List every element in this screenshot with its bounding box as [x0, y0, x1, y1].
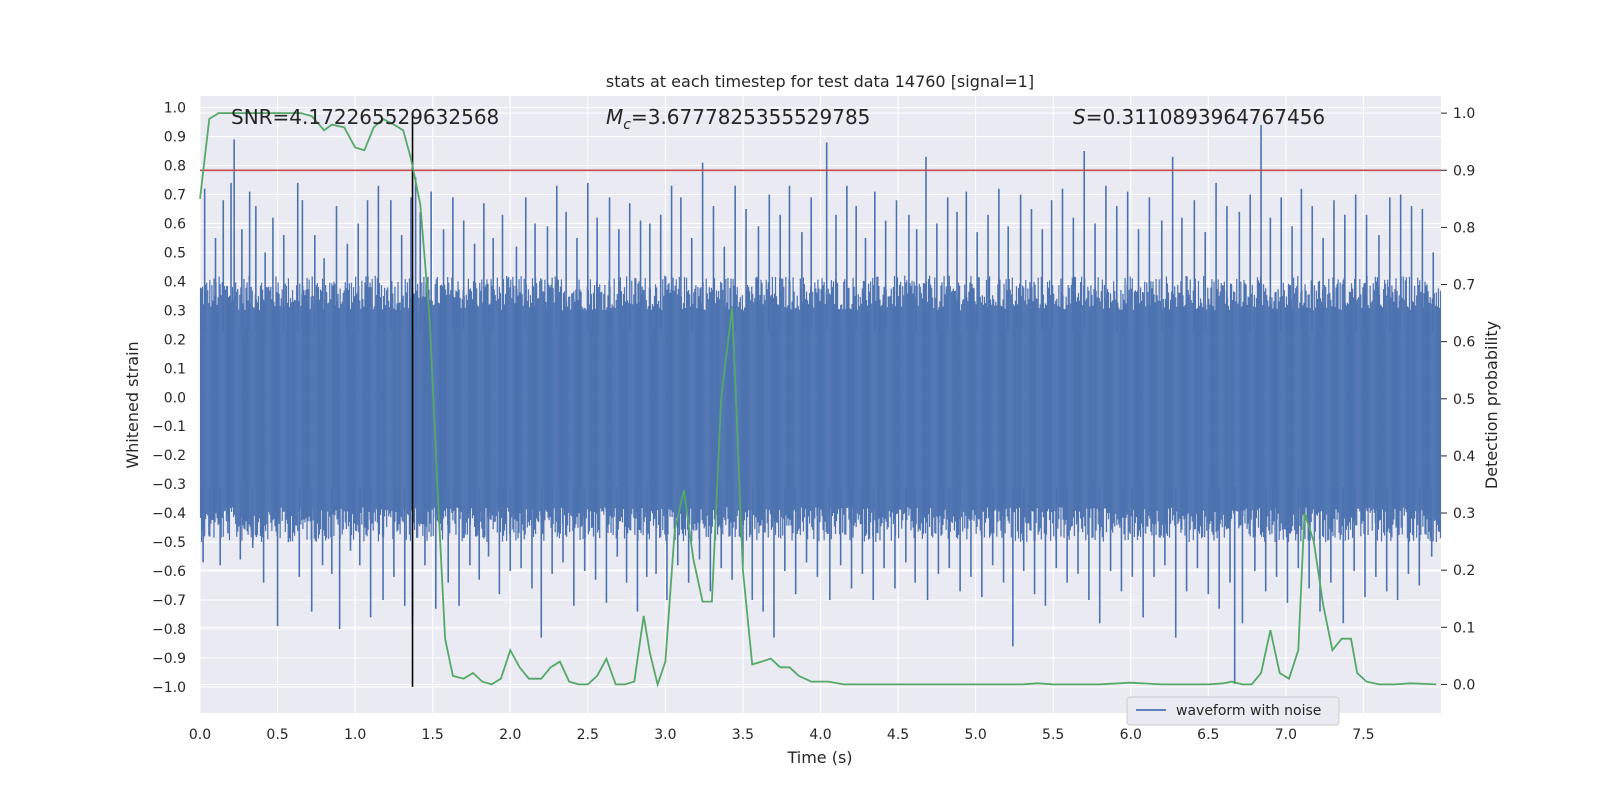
y2-tick-label: 0.5	[1453, 392, 1475, 408]
x-tick-label: 3.0	[654, 727, 676, 743]
x-tick-label: 7.0	[1275, 727, 1297, 743]
chirp-mass-annotation: Mc=3.6777825355529785	[606, 105, 870, 133]
legend-label: waveform with noise	[1176, 703, 1321, 719]
s-value: =0.3110893964767456	[1086, 105, 1325, 129]
x-tick-label: 3.5	[732, 727, 754, 743]
y-tick-label: 0.0	[164, 390, 186, 406]
y-tick-label: −0.9	[152, 651, 186, 667]
y-tick-label: −0.3	[152, 477, 186, 493]
y-tick-label: 0.4	[164, 274, 186, 290]
y2-tick-label: 0.7	[1453, 278, 1475, 294]
y2-tick-label: 0.8	[1453, 220, 1475, 236]
y-tick-label: −0.1	[152, 419, 186, 435]
y2-tick-label: 0.3	[1453, 506, 1475, 522]
y-tick-label: 0.3	[164, 303, 186, 319]
x-tick-labels: 0.0 0.5 1.0 1.5 2.0 2.5 3.0 3.5 4.0 4.5 5.0 5.5 6.0 6…	[189, 727, 1375, 743]
x-tick-label: 4.5	[887, 727, 909, 743]
y2-tick-label: 0.9	[1453, 163, 1475, 179]
y-tick-label: 0.5	[164, 245, 186, 261]
y2-axis-label: Detection probability	[1482, 321, 1501, 489]
y-tick-label: −0.2	[152, 448, 186, 464]
chirp-mass-symbol: M	[606, 105, 623, 129]
x-axis-label: Time (s)	[786, 748, 852, 767]
y-tick-label: 0.2	[164, 332, 186, 348]
y-tick-label: −0.7	[152, 593, 186, 609]
x-tick-label: 0.5	[266, 727, 288, 743]
y-tick-label: −0.6	[152, 564, 186, 580]
y2-tick-label: 0.4	[1453, 449, 1475, 465]
s-annotation: S=0.3110893964767456	[1073, 105, 1325, 129]
y-tick-label: 0.7	[164, 187, 186, 203]
y-tick-label: 0.9	[164, 130, 186, 146]
x-tick-label: 0.0	[189, 727, 211, 743]
y-tick-label: −0.5	[152, 535, 186, 551]
s-symbol: S	[1073, 105, 1086, 129]
x-tick-label: 1.0	[344, 727, 366, 743]
y-tick-label: −0.8	[152, 622, 186, 638]
x-tick-label: 2.0	[499, 727, 521, 743]
y2-tick-label: 0.0	[1453, 677, 1475, 693]
chirp-mass-value: =3.6777825355529785	[631, 105, 870, 129]
y2-tick-label: 1.0	[1453, 106, 1475, 122]
y-tick-labels: 1.0 0.9 0.8 0.7 0.6 0.5 0.4 0.3 0.2 0.1 0.0 −0.1 −0.…	[152, 101, 186, 696]
y-tick-label: 0.8	[164, 159, 186, 175]
x-tick-label: 5.0	[964, 727, 986, 743]
x-tick-label: 7.5	[1352, 727, 1374, 743]
chirp-mass-subscript: c	[623, 117, 631, 133]
x-tick-label: 2.5	[577, 727, 599, 743]
legend: waveform with noise	[1126, 696, 1340, 726]
x-tick-label: 5.5	[1042, 727, 1064, 743]
y2-tick-label: 0.1	[1453, 620, 1475, 636]
x-tick-label: 6.5	[1197, 727, 1219, 743]
y2-tick-labels: 1.0 0.9 0.8 0.7 0.6 0.5 0.4 0.3 0.2 0.1 0.0	[1441, 106, 1475, 693]
x-tick-label: 1.5	[422, 727, 444, 743]
snr-annotation: SNR=4.172265529632568	[231, 105, 499, 129]
y-tick-label: −1.0	[152, 680, 186, 696]
detection-probability-line	[199, 112, 1437, 688]
y-tick-label: 0.6	[164, 216, 186, 232]
legend-box	[1126, 696, 1340, 726]
y2-tick-label: 0.2	[1453, 563, 1475, 579]
x-tick-label: 6.0	[1120, 727, 1142, 743]
y2-tick-label: 0.6	[1453, 335, 1475, 351]
y-tick-label: 1.0	[164, 101, 186, 117]
y-tick-label: 0.1	[164, 361, 186, 377]
chart-title: stats at each timestep for test data 147…	[606, 72, 1034, 91]
x-tick-label: 4.0	[809, 727, 831, 743]
y-axis-label: Whitened strain	[123, 341, 142, 468]
y-tick-label: −0.4	[152, 506, 186, 522]
